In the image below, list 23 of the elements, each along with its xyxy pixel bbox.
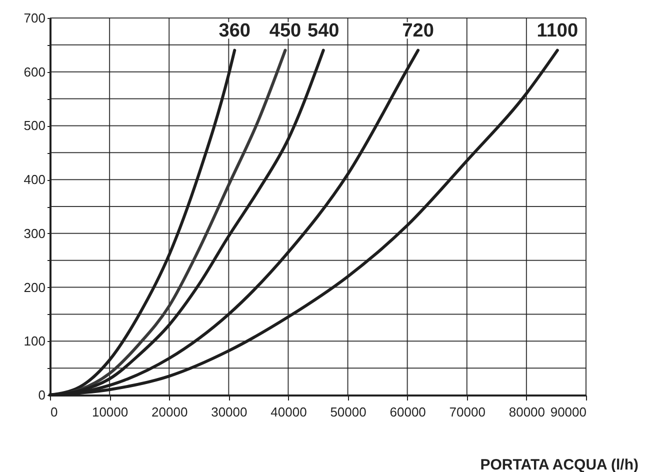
x-tick-label: 10000 bbox=[92, 404, 128, 420]
x-tick-label: 20000 bbox=[152, 404, 188, 420]
x-tick-label: 40000 bbox=[270, 404, 307, 420]
series-label: 450 bbox=[269, 20, 302, 42]
y-tick-label: 500 bbox=[24, 118, 46, 134]
x-tick-label: 50000 bbox=[330, 404, 366, 420]
y-tick-label: 300 bbox=[24, 226, 46, 241]
series-label: 540 bbox=[308, 20, 340, 42]
x-tick-label: 60000 bbox=[390, 404, 426, 420]
y-tick-label: 600 bbox=[24, 64, 46, 80]
series-label: 360 bbox=[218, 20, 250, 42]
y-tick-label: 0 bbox=[38, 388, 46, 402]
x-tick-label: 80000 bbox=[508, 404, 546, 420]
x-tick-label: 30000 bbox=[211, 404, 248, 420]
y-tick-label: 200 bbox=[24, 280, 46, 295]
x-tick-label: 0 bbox=[50, 404, 58, 420]
x-tick-label: 90000 bbox=[550, 404, 586, 420]
series-label: 720 bbox=[402, 20, 434, 42]
y-tick-label: 100 bbox=[24, 334, 46, 349]
y-tick-label: 400 bbox=[24, 172, 46, 188]
y-tick-label: 700 bbox=[24, 10, 46, 26]
series-label: 1100 bbox=[536, 20, 578, 42]
x-tick-label: 70000 bbox=[449, 404, 486, 420]
